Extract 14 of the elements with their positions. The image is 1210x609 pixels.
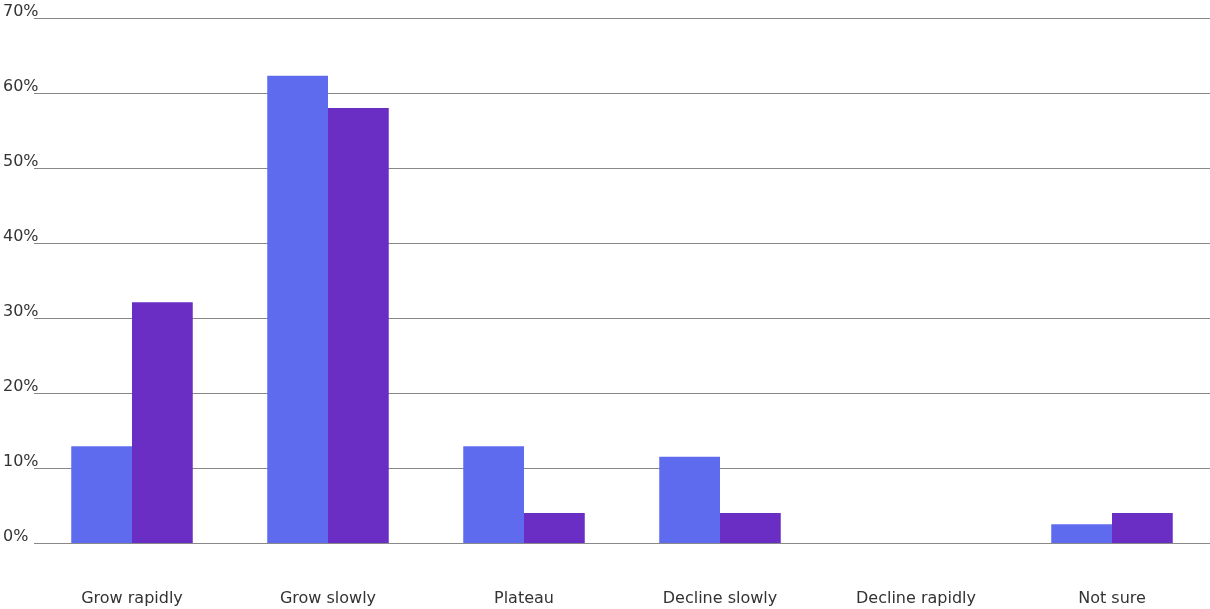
y-tick-label: 70% (3, 0, 39, 20)
y-tick-label: 20% (3, 375, 39, 395)
y-tick-label: 10% (3, 450, 39, 470)
x-tick-label: Grow rapidly (81, 587, 183, 607)
x-tick-label: Plateau (494, 587, 554, 607)
y-tick-label: 50% (3, 150, 39, 170)
x-tick-label: Decline rapidly (856, 587, 976, 607)
x-tick-label: Decline slowly (662, 587, 778, 607)
y-tick-label: 40% (3, 225, 39, 245)
x-tick-label: Grow slowly (279, 587, 377, 607)
y-tick-label: 30% (3, 300, 39, 320)
x-tick-label: Not sure (1078, 587, 1146, 607)
y-tick-label: 60% (3, 75, 39, 95)
y-tick-label: 0% (3, 525, 29, 545)
